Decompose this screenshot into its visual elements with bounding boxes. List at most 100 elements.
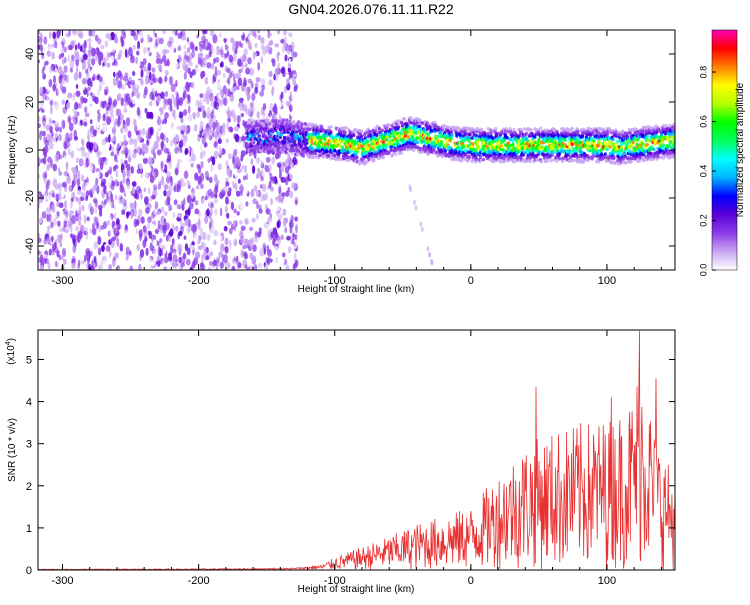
spectrogram-cell	[271, 85, 275, 93]
spectrogram-cell	[81, 77, 87, 85]
spectrogram-cell	[63, 56, 67, 64]
spectrogram-cell	[61, 99, 65, 105]
spectrogram-cell	[171, 126, 175, 135]
spectrogram-cell	[159, 238, 163, 243]
spectrogram-cell	[133, 138, 138, 147]
spectrogram-cell	[438, 145, 442, 150]
spectrogram-cell	[254, 42, 258, 48]
spectrogram-cell	[260, 160, 264, 168]
spectrogram-cell	[202, 110, 207, 119]
spectrogram-cell	[66, 102, 71, 109]
spectrogram-cell	[125, 42, 129, 51]
spectrogram-cell	[145, 48, 150, 56]
spectrogram-cell	[359, 160, 363, 165]
spectrogram-cell	[280, 91, 284, 100]
spectrogram-cell	[75, 90, 81, 97]
spectrogram-cell	[114, 60, 118, 66]
spectrogram-cell	[136, 106, 141, 116]
spectrogram-cell	[232, 180, 235, 188]
spectrogram-cell	[102, 113, 106, 122]
spectrogram-cell	[545, 152, 549, 156]
spectrogram-cell	[101, 65, 106, 73]
spectrogram-cell	[274, 67, 280, 77]
spectrogram-cell	[343, 131, 347, 135]
spectrogram-cell	[381, 155, 385, 160]
spectrogram-cell	[182, 92, 185, 101]
spectrogram-cell	[111, 146, 115, 153]
spectrogram-cell	[249, 252, 253, 259]
spectrogram-cell	[219, 62, 223, 68]
spectrogram-cell	[136, 80, 142, 86]
spectrogram-cell	[61, 41, 65, 49]
spectrogram-cell	[191, 260, 196, 269]
spectrogram-cell	[443, 149, 447, 153]
spectrogram-cell	[208, 135, 213, 141]
spectrogram-cell	[38, 233, 41, 238]
spectrogram-cell	[119, 184, 125, 193]
spectrogram-cell	[102, 167, 108, 173]
spectrogram-cell	[61, 134, 65, 144]
spectrogram-cell	[73, 136, 78, 141]
spectrogram-cell	[78, 158, 84, 167]
spectrogram-cell	[428, 126, 432, 130]
spectrogram-cell	[63, 140, 68, 150]
spectrogram-cell	[54, 41, 58, 49]
spectrogram-cell	[101, 138, 107, 146]
spectrogram-cell	[160, 114, 165, 121]
spectrogram-cell	[236, 211, 240, 216]
spectrogram-cell	[296, 152, 300, 157]
spectrogram-cell	[225, 181, 228, 187]
spectrogram-cell	[171, 93, 175, 100]
spectrogram-cell	[66, 141, 71, 148]
spectrogram-cell	[57, 182, 62, 189]
spectrogram-cell	[272, 107, 277, 113]
spectrogram-cell	[61, 58, 65, 65]
spectrogram-cell	[109, 166, 112, 175]
spectrogram-cell	[289, 104, 293, 113]
spectrogram-cell	[136, 244, 140, 252]
spectrogram-cell	[245, 67, 251, 75]
spectrogram-cell	[170, 139, 173, 147]
spectrogram-cell	[42, 157, 47, 165]
spectrogram-cell	[277, 101, 283, 109]
spectrogram-cell	[42, 89, 48, 99]
spectrogram-cell	[555, 159, 559, 163]
spectrogram-cell	[394, 152, 398, 156]
spectrogram-cell	[247, 57, 252, 65]
spectrogram-cell	[238, 71, 241, 79]
spectrogram-cell	[91, 76, 96, 82]
spectrogram-cell	[207, 77, 211, 86]
spectrogram-cell	[278, 135, 283, 140]
spectrogram-cell	[256, 201, 259, 209]
spectrogram-cell	[79, 45, 83, 52]
spectrogram-cell	[47, 262, 51, 270]
spectrogram-cell	[226, 168, 231, 177]
spectrogram-cell	[239, 220, 243, 225]
spectrogram-cell	[286, 235, 291, 241]
spectrogram-cell	[247, 179, 252, 184]
spectrogram-cell	[250, 110, 254, 117]
spectrogram-cell	[180, 139, 184, 148]
spectrogram-cell	[133, 207, 137, 217]
spectrogram-cell	[290, 111, 294, 117]
spectrogram-cell	[207, 158, 211, 163]
spectrogram-cell	[256, 96, 261, 101]
spectrogram-cell	[204, 77, 209, 85]
spectrogram-cell	[218, 104, 223, 114]
spectrogram-cell	[257, 262, 263, 269]
spectrogram-cell	[273, 73, 277, 81]
spectrogram-cell	[178, 97, 184, 106]
spectrogram-cell	[63, 258, 67, 266]
spectrogram-cell	[151, 223, 156, 233]
spectrogram-cell	[199, 44, 203, 52]
spectrogram-cell	[263, 134, 267, 138]
spectrogram-cell	[163, 117, 167, 125]
spectrogram-cell	[260, 193, 264, 202]
spectrogram-cell	[57, 211, 60, 217]
spectrogram-cell	[48, 135, 53, 144]
spectrogram-cell	[169, 147, 174, 152]
spectrogram-cell	[231, 265, 236, 270]
spectrogram-cell	[151, 234, 155, 244]
spectrogram-cell	[214, 192, 218, 199]
spectrogram-cell	[277, 178, 282, 188]
